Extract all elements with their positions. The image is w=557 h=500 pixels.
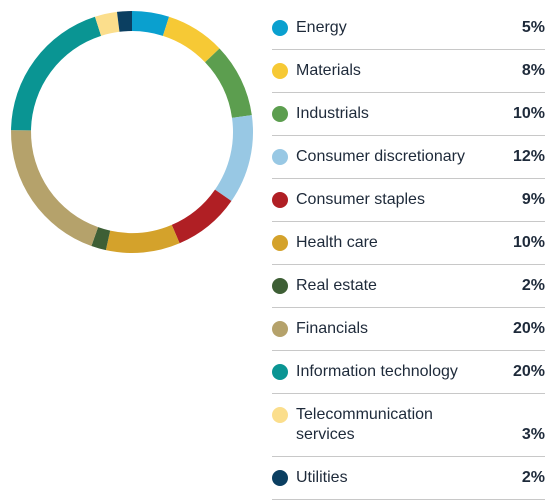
donut-segment — [171, 189, 232, 244]
donut-segment — [91, 227, 111, 251]
legend-swatch — [272, 192, 288, 208]
donut-segment — [162, 16, 220, 63]
donut-chart — [10, 11, 253, 253]
legend-label: Materials — [296, 62, 361, 79]
page: Energy 5% Materials 8% Industrials 10% Consume… — [10, 11, 545, 500]
legend-label: Energy — [296, 19, 347, 36]
legend-item: Materials 8% — [272, 50, 545, 93]
value-label: 3% — [521, 426, 545, 443]
legend-swatch — [272, 63, 288, 79]
legend-label: Health care — [296, 234, 378, 251]
legend-item: Consumer discretionary 12% — [272, 136, 545, 179]
donut-segment — [94, 11, 120, 36]
legend-swatch — [272, 407, 288, 423]
legend-item: Consumer staples 9% — [272, 179, 545, 222]
legend-swatch — [272, 278, 288, 294]
legend-label: Consumer staples — [296, 191, 425, 208]
legend-item: Information technology 20% — [272, 351, 545, 394]
legend-label: Industrials — [296, 105, 369, 122]
donut-segment — [10, 130, 99, 246]
legend-label: Information technology — [296, 363, 458, 380]
donut-segment — [214, 115, 253, 201]
legend-item: Utilities 2% — [272, 457, 545, 500]
donut-segment — [11, 16, 102, 131]
legend-item: Real estate 2% — [272, 265, 545, 308]
donut-segment — [205, 48, 252, 118]
legend-item: Health care 10% — [272, 222, 545, 265]
donut-segment — [116, 11, 132, 32]
legend-label: Telecommunication services — [296, 406, 433, 443]
value-label: 5% — [521, 19, 545, 36]
legend-swatch — [272, 321, 288, 337]
legend-swatch — [272, 149, 288, 165]
value-label: 10% — [512, 105, 545, 122]
value-label: 2% — [521, 469, 545, 486]
donut-segment — [105, 224, 180, 253]
value-label: 9% — [521, 191, 545, 208]
value-label: 8% — [521, 62, 545, 79]
legend-item: Telecommunication services 3% — [272, 394, 545, 457]
legend-swatch — [272, 20, 288, 36]
value-label: 20% — [512, 320, 545, 337]
legend-swatch — [272, 106, 288, 122]
legend-item: Industrials 10% — [272, 93, 545, 136]
donut-segment — [132, 11, 170, 36]
value-label: 2% — [521, 277, 545, 294]
value-label: 20% — [512, 363, 545, 380]
value-label: 10% — [512, 234, 545, 251]
legend-item: Financials 20% — [272, 308, 545, 351]
legend-label: Consumer discretionary — [296, 148, 465, 165]
legend-swatch — [272, 470, 288, 486]
legend-label: Financials — [296, 320, 369, 337]
legend-label: Real estate — [296, 277, 377, 294]
legend-swatch — [272, 364, 288, 380]
legend: Energy 5% Materials 8% Industrials 10% Consume… — [272, 7, 545, 500]
legend-label: Utilities — [296, 469, 348, 486]
legend-item: Energy 5% — [272, 7, 545, 50]
legend-swatch — [272, 235, 288, 251]
value-label: 12% — [512, 148, 545, 165]
